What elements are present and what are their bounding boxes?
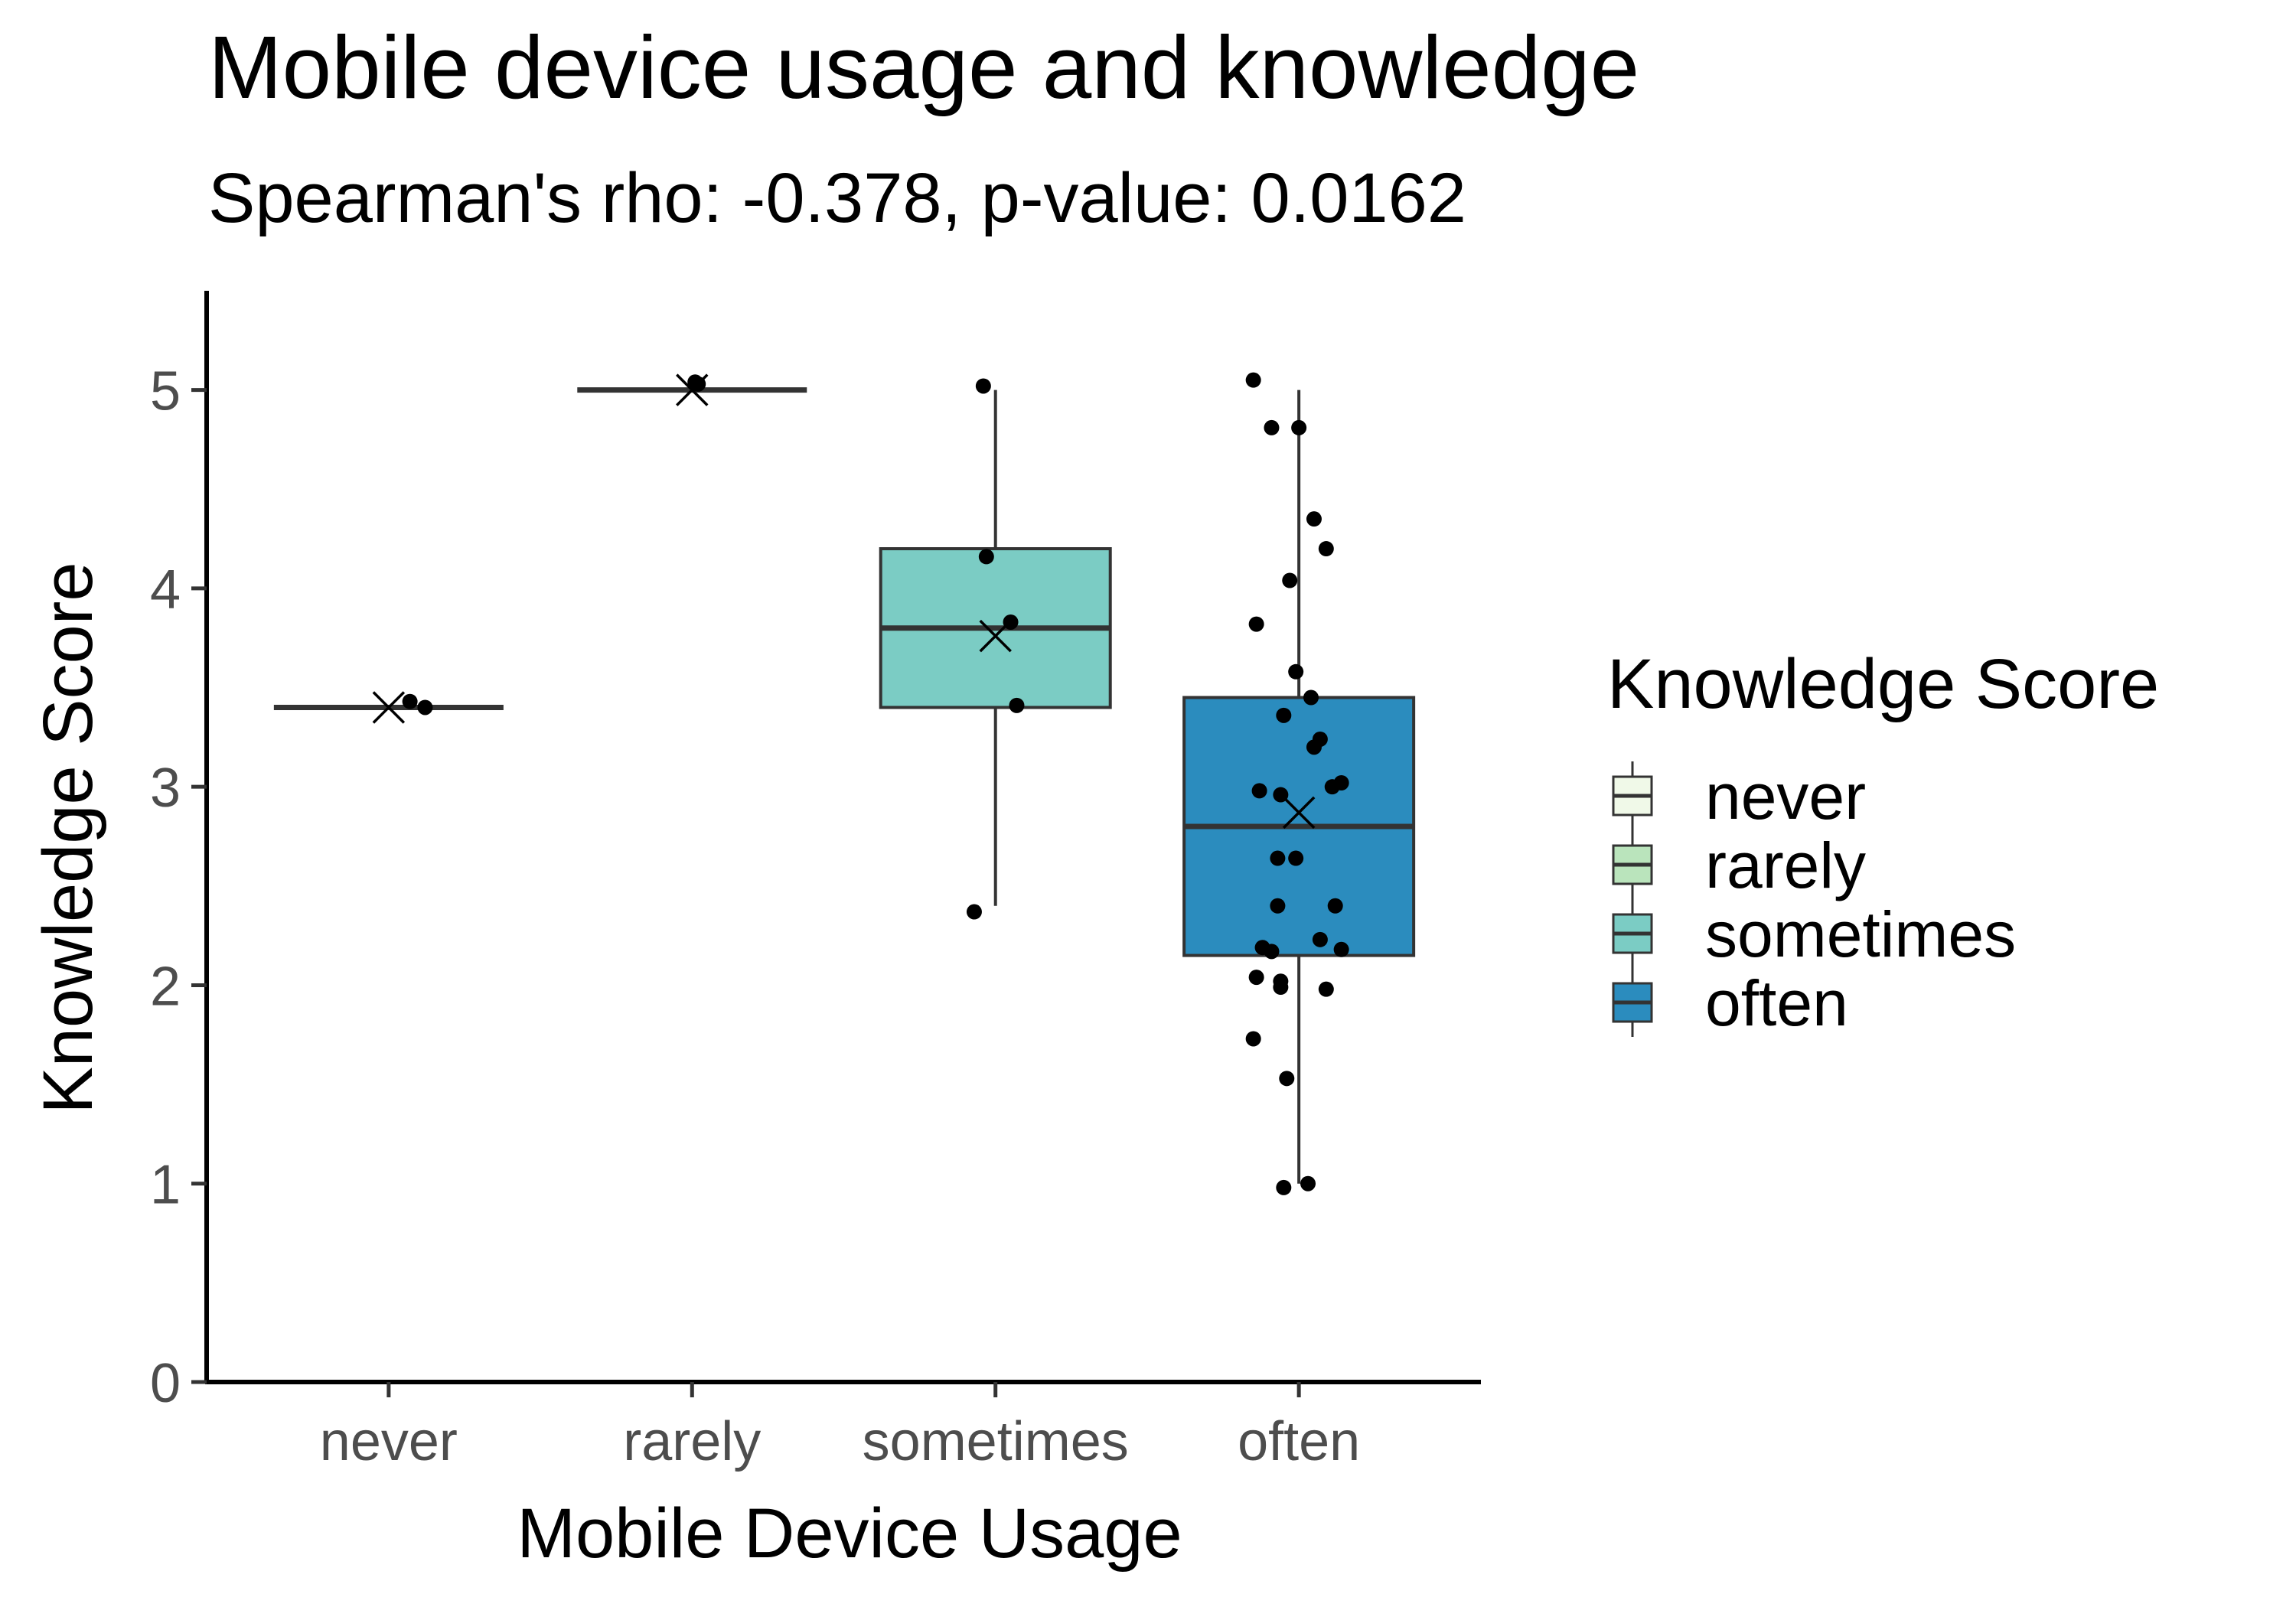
data-point [1270,898,1286,914]
data-point [1270,850,1286,866]
box-often [1182,390,1416,1184]
data-point [1276,1179,1292,1195]
data-point [1288,663,1304,680]
data-point [1306,511,1322,527]
data-point [1248,970,1264,986]
plot-area: 0 1 2 3 4 5 never rarely sometimes often [150,291,1481,1472]
y-tick-label: 0 [150,1353,181,1414]
legend-title: Knowledge Score [1607,645,2159,723]
data-point [1318,541,1334,557]
legend: Knowledge Score neverrarelysometimesofte… [1607,645,2159,1039]
data-point [1288,850,1304,866]
data-point [1324,779,1340,795]
data-point [1251,783,1267,799]
y-tick-label: 5 [150,361,181,422]
chart-subtitle: Spearman's rho: -0.378, p-value: 0.0162 [208,159,1466,237]
x-tick-label: sometimes [863,1411,1129,1472]
data-point [1245,372,1261,388]
data-point [1273,980,1289,996]
box-sometimes [879,390,1112,906]
mean-marker [1282,796,1316,830]
data-point [1300,1175,1316,1191]
chart-title: Mobile device usage and knowledge [208,18,1639,117]
data-point [1248,616,1264,632]
y-tick-label: 4 [150,559,181,621]
legend-item-rarely: rarely [1612,830,1866,901]
data-point [1245,1031,1261,1047]
x-axis-title: Mobile Device Usage [517,1495,1182,1573]
data-point [417,699,433,715]
data-point [1303,689,1319,706]
data-point [1264,944,1280,960]
data-point [1333,941,1349,957]
x-tick-label: often [1238,1411,1360,1472]
mean-marker [979,619,1012,653]
y-tick-label: 3 [150,758,181,819]
legend-label: never [1705,761,1866,833]
data-point [1264,419,1280,435]
mean-marker [676,373,709,406]
legend-label: often [1705,967,1848,1039]
data-point [1312,931,1328,947]
y-tick-label: 1 [150,1155,181,1216]
legend-item-sometimes: sometimes [1612,898,2016,970]
data-point [975,378,991,394]
y-tick-label: 2 [150,956,181,1017]
data-point [1282,572,1298,588]
data-point [966,904,982,920]
legend-item-never: never [1612,761,1866,833]
y-axis-title: Knowledge Score [29,562,107,1113]
data-point [1327,898,1343,914]
x-tick-label: rarely [623,1411,761,1472]
legend-label: rarely [1705,830,1866,901]
data-point [1291,419,1307,435]
legend-item-often: often [1612,967,1848,1039]
legend-label: sometimes [1705,898,2016,970]
data-point [1009,697,1025,713]
data-point [978,549,994,565]
data-point [1279,1071,1295,1087]
mean-marker [372,691,406,724]
data-point [1276,707,1292,723]
data-point [1306,739,1322,755]
data-point [1318,981,1334,997]
data-point [402,693,418,709]
x-tick-label: never [320,1411,458,1472]
